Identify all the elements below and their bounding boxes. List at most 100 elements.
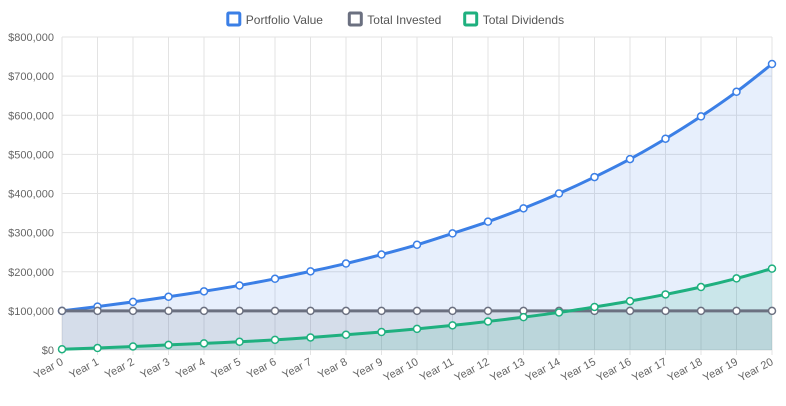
data-point[interactable] (128, 306, 138, 316)
data-point[interactable] (93, 306, 102, 316)
grid-lines (61, 36, 773, 355)
x-tick-label: Year 3 (139, 356, 172, 381)
y-tick-label: $800,000 (8, 32, 54, 44)
data-point[interactable] (306, 333, 315, 342)
data-point[interactable] (625, 154, 635, 164)
data-point[interactable] (448, 306, 457, 316)
data-point[interactable] (625, 306, 635, 316)
data-point[interactable] (377, 250, 386, 259)
data-point[interactable] (270, 306, 280, 316)
data-point[interactable] (732, 274, 741, 283)
legend-swatch (463, 11, 479, 27)
x-tick-label: Year 16 (595, 356, 634, 384)
data-point[interactable] (767, 264, 777, 273)
x-tick-label: Year 17 (630, 356, 669, 384)
x-tick-label: Year 18 (666, 356, 705, 384)
legend-label: Total Invested (367, 13, 441, 27)
data-point[interactable] (199, 339, 209, 348)
data-point[interactable] (767, 59, 777, 69)
legend-item[interactable]: Total Invested (347, 11, 441, 27)
series-area-0 (62, 63, 772, 351)
data-point[interactable] (57, 306, 67, 316)
data-point[interactable] (483, 217, 493, 226)
data-point[interactable] (554, 189, 564, 198)
x-tick-label: Year 15 (559, 356, 598, 384)
data-point[interactable] (412, 306, 422, 316)
x-tick-label: Year 6 (245, 356, 278, 381)
data-point[interactable] (412, 240, 422, 250)
data-point[interactable] (341, 259, 351, 268)
data-point[interactable] (732, 87, 741, 97)
x-tick-label: Year 13 (488, 356, 527, 384)
data-point[interactable] (164, 292, 173, 302)
x-tick-label: Year 1 (68, 356, 101, 381)
data-point[interactable] (696, 306, 706, 316)
y-tick-label: $200,000 (8, 267, 54, 279)
data-point[interactable] (306, 306, 315, 316)
data-point[interactable] (341, 306, 351, 316)
x-tick-label: Year 4 (174, 356, 207, 381)
data-point[interactable] (625, 296, 635, 306)
data-point[interactable] (590, 172, 599, 182)
data-point[interactable] (483, 317, 493, 326)
y-tick-label: $300,000 (8, 228, 54, 240)
x-tick-label: Year 2 (103, 356, 136, 381)
data-point[interactable] (128, 297, 138, 307)
y-axis: $0 $100,000 $200,000 $300,000 $400,000 $500,0… (8, 32, 54, 357)
y-tick-label: $100,000 (8, 306, 54, 318)
legend-swatch (226, 11, 242, 27)
x-tick-label: Year 8 (316, 356, 349, 381)
data-point[interactable] (306, 267, 315, 276)
data-point[interactable] (661, 290, 670, 299)
data-point[interactable] (199, 306, 209, 316)
data-point[interactable] (448, 229, 457, 238)
data-point[interactable] (270, 335, 280, 345)
x-axis: Year 0 Year 1 Year 2 Year 3 Year 4 Year 5 Year… (32, 356, 775, 384)
data-point[interactable] (732, 306, 741, 316)
x-tick-label: Year 20 (737, 356, 776, 384)
data-point[interactable] (57, 344, 67, 354)
series-area-2 (62, 268, 772, 350)
x-tick-label: Year 12 (453, 356, 492, 384)
data-point[interactable] (199, 287, 209, 296)
data-point[interactable] (696, 282, 706, 292)
data-point[interactable] (164, 306, 173, 316)
y-tick-label: $700,000 (8, 71, 54, 83)
x-tick-label: Year 14 (524, 356, 563, 384)
data-point[interactable] (767, 306, 777, 316)
data-point[interactable] (235, 306, 244, 316)
legend-swatch (347, 11, 363, 27)
x-tick-label: Year 11 (418, 356, 456, 384)
x-tick-label: Year 0 (32, 356, 65, 381)
x-tick-label: Year 19 (701, 356, 740, 384)
data-point[interactable] (696, 112, 706, 121)
legend-label: Portfolio Value (246, 13, 323, 27)
data-point[interactable] (661, 134, 670, 143)
data-point[interactable] (270, 274, 280, 284)
data-point[interactable] (93, 343, 102, 353)
legend-item[interactable]: Portfolio Value (226, 11, 323, 27)
data-point[interactable] (235, 337, 244, 347)
data-point[interactable] (483, 306, 493, 316)
x-tick-label: Year 9 (352, 356, 385, 381)
series-points (57, 59, 777, 354)
data-point[interactable] (554, 308, 564, 317)
legend: Portfolio Value Total Invested Total Divid… (226, 11, 564, 27)
data-point[interactable] (377, 327, 386, 337)
data-point[interactable] (519, 312, 528, 322)
y-tick-label: $0 (42, 345, 54, 357)
data-point[interactable] (341, 330, 351, 339)
data-point[interactable] (590, 302, 599, 312)
data-point[interactable] (448, 321, 457, 330)
data-point[interactable] (661, 306, 670, 316)
legend-item[interactable]: Total Dividends (463, 11, 564, 27)
data-point[interactable] (235, 281, 244, 290)
data-point[interactable] (128, 342, 138, 351)
data-point[interactable] (412, 324, 422, 334)
data-point[interactable] (164, 340, 173, 350)
data-point[interactable] (377, 306, 386, 316)
y-tick-label: $600,000 (8, 110, 54, 122)
data-point[interactable] (519, 204, 528, 213)
